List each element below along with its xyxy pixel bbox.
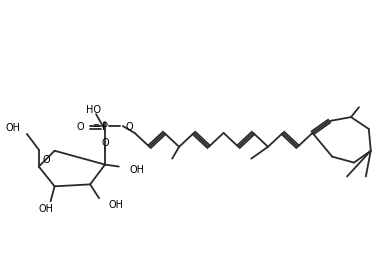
Text: =: =: [93, 121, 100, 130]
Text: P: P: [102, 121, 108, 132]
Text: O: O: [126, 121, 133, 132]
Text: OH: OH: [109, 199, 124, 209]
Text: O: O: [76, 121, 84, 132]
Text: O: O: [101, 137, 109, 147]
Text: O: O: [43, 154, 51, 164]
Text: OH: OH: [5, 122, 20, 133]
Text: HO: HO: [86, 105, 101, 115]
Text: OH: OH: [130, 164, 145, 174]
Text: OH: OH: [38, 203, 53, 213]
